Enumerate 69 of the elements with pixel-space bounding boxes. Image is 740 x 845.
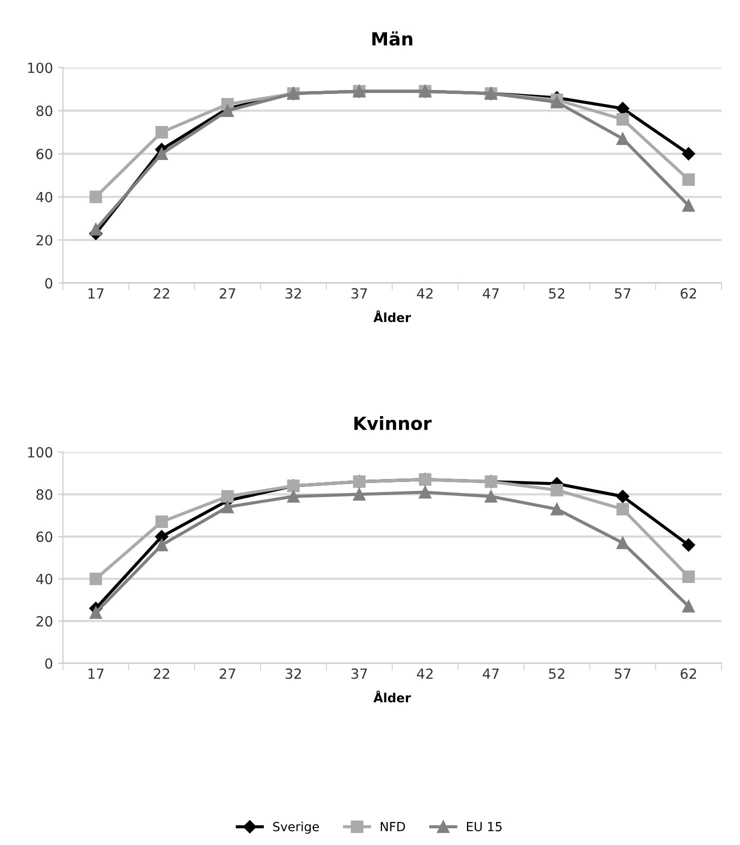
y-tick-label: 60	[36, 532, 52, 542]
legend-label: EU 15	[466, 822, 502, 832]
x-axis-title: Ålder	[373, 690, 411, 702]
y-tick-label: 60	[36, 148, 52, 160]
point	[90, 190, 102, 204]
point	[682, 199, 695, 212]
point	[155, 126, 168, 138]
point	[682, 600, 695, 613]
point	[616, 113, 629, 126]
point	[155, 530, 168, 544]
y-tick-label: 20	[36, 234, 52, 246]
x-tick-label: 32	[286, 668, 301, 679]
chart-title: Män	[372, 31, 412, 46]
y-tick-label: 80	[36, 489, 52, 500]
y-tick-label: 0	[45, 658, 52, 669]
point	[221, 500, 234, 514]
x-tick-label: 22	[154, 288, 170, 298]
y-tick-label: 20	[36, 616, 52, 627]
point	[682, 538, 696, 552]
point	[90, 572, 102, 586]
x-tick-label: 62	[680, 288, 696, 299]
x-tick-label: 27	[220, 668, 236, 679]
x-tick-label: 42	[416, 668, 433, 679]
x-tick-label: 17	[88, 668, 104, 679]
point	[418, 486, 432, 498]
y-tick-label: 40	[36, 192, 52, 202]
x-tick-label: 27	[220, 288, 236, 298]
x-tick-label: 57	[614, 288, 630, 299]
x-tick-label: 52	[549, 288, 564, 299]
x-tick-label: 37	[351, 668, 367, 679]
point	[616, 132, 629, 145]
x-tick-label: 57	[614, 668, 630, 679]
x-tick-label: 42	[416, 288, 433, 298]
point	[682, 147, 696, 160]
x-tick-label: 47	[482, 668, 499, 679]
point	[616, 490, 630, 504]
x-tick-label: 37	[351, 288, 367, 299]
point	[221, 490, 234, 503]
y-tick-label: 40	[36, 574, 52, 584]
x-tick-label: 32	[286, 288, 301, 299]
chart-title: Kvinnor	[354, 416, 432, 430]
point	[155, 538, 168, 552]
point	[550, 502, 564, 516]
point	[616, 502, 629, 516]
point	[287, 490, 300, 503]
y-tick-label: 80	[36, 106, 52, 116]
point	[155, 516, 168, 528]
point	[90, 222, 102, 236]
x-tick-label: 17	[88, 288, 104, 298]
point	[353, 488, 366, 501]
x-tick-label: 62	[680, 668, 696, 679]
point	[616, 102, 630, 116]
point	[616, 536, 629, 550]
y-tick-label: 0	[45, 278, 52, 289]
point	[221, 104, 234, 117]
point	[90, 606, 102, 619]
y-tick-label: 100	[28, 62, 52, 74]
legend-label: NFD	[380, 822, 406, 832]
point	[155, 148, 168, 160]
y-tick-label: 100	[28, 447, 52, 458]
point	[484, 490, 498, 503]
point	[682, 173, 695, 186]
x-tick-label: 22	[154, 668, 170, 679]
x-tick-label: 47	[482, 288, 499, 298]
point	[682, 570, 695, 583]
x-axis-title: Ålder	[373, 310, 411, 322]
point	[550, 484, 564, 496]
legend-label: Sverige	[273, 822, 319, 834]
x-tick-label: 52	[549, 668, 564, 679]
